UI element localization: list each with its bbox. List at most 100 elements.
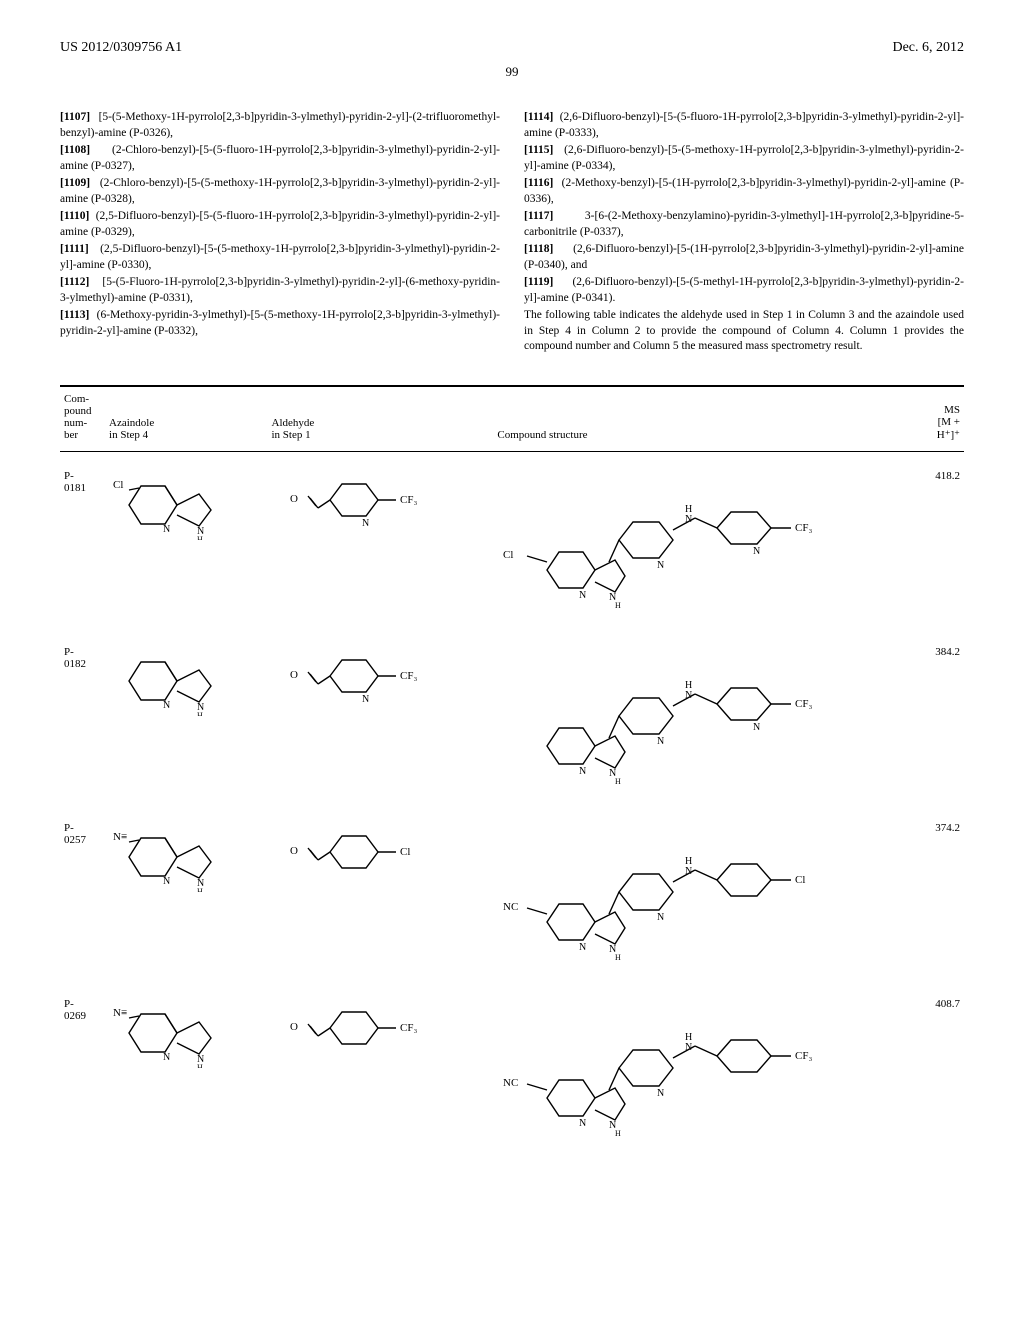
svg-text:CF₃: CF₃ [400,1022,417,1034]
svg-text:CF₃: CF₃ [400,494,417,506]
page-number: 99 [60,64,964,80]
pub-number: US 2012/0309756 A1 [60,40,182,56]
cell-compound-structure: N H N N H N N Cl CF₃ [493,451,922,628]
svg-text:N: N [657,736,664,747]
svg-text:N: N [753,722,760,733]
svg-text:CF₃: CF₃ [795,698,812,710]
paragraph-entry: [1111] (2,5-Difluoro-benzyl)-[5-(5-metho… [60,242,500,273]
paragraph-entry: [1115] (2,6-Difluoro-benzyl)-[5-(5-metho… [524,143,964,174]
paragraph-number: [1110] [60,210,96,222]
paragraph-number: [1115] [524,144,564,156]
svg-text:N≡: N≡ [113,831,127,843]
svg-text:Cl: Cl [113,479,123,491]
paragraph-number: [1109] [60,177,100,189]
th-ms: MS [M + H⁺]⁺ [922,387,964,452]
svg-text:H: H [197,711,203,716]
right-column: [1114] (2,6-Difluoro-benzyl)-[5-(5-fluor… [524,110,964,357]
cell-ms-value: 408.7 [922,980,964,1156]
svg-text:H: H [615,1129,621,1138]
th-aldehyde: Aldehyde in Step 1 [268,387,494,452]
paragraph-entry: [1107] [5-(5-Methoxy-1H-pyrrolo[2,3-b]py… [60,110,500,141]
paragraph-entry: [1116] (2-Methoxy-benzyl)-[5-(1H-pyrrolo… [524,176,964,207]
svg-text:N: N [579,1118,586,1129]
paragraph-number: [1114] [524,111,560,123]
svg-text:N: N [579,942,586,953]
svg-text:H: H [615,953,621,962]
paragraph-number: [1107] [60,111,99,123]
svg-text:CF₃: CF₃ [795,522,812,534]
svg-text:N: N [657,1088,664,1099]
paragraph-number: [1118] [524,243,573,255]
svg-text:H: H [615,601,621,610]
paragraph-entry: [1110] (2,5-Difluoro-benzyl)-[5-(5-fluor… [60,209,500,240]
cell-compound-number: P-0269 [60,980,105,1156]
cell-ms-value: 374.2 [922,804,964,980]
svg-text:CF₃: CF₃ [795,1050,812,1062]
cell-compound-structure: N H N N H N NC CF₃ [493,980,922,1156]
paragraph-number: [1108] [60,144,112,156]
paragraph-number: [1117] [524,210,585,222]
cell-ms-value: 384.2 [922,628,964,804]
th-azaindole: Azaindole in Step 4 [105,387,267,452]
pub-date: Dec. 6, 2012 [892,40,964,56]
cell-aldehyde-structure: O CF₃ N [268,451,494,628]
svg-text:N: N [163,1052,170,1063]
cell-compound-number: P-0257 [60,804,105,980]
paragraph-entry: [1119] (2,6-Difluoro-benzyl)-[5-(5-methy… [524,275,964,306]
cell-azaindole-structure: N N H [105,628,267,804]
paragraph-entry: [1112] [5-(5-Fluoro-1H-pyrrolo[2,3-b]pyr… [60,275,500,306]
svg-text:CF₃: CF₃ [400,670,417,682]
paragraph-entry: [1117] 3-[6-(2-Methoxy-benzylamino)-pyri… [524,209,964,240]
cell-aldehyde-structure: O Cl [268,804,494,980]
th-structure: Compound structure [493,387,922,452]
svg-text:N: N [685,690,692,701]
table-body: P-0181 N N H Cl O CF₃ N [60,451,964,1156]
table-row: P-0182 N N H O CF₃ N [60,628,964,804]
svg-text:N: N [685,514,692,525]
cell-aldehyde-structure: O CF₃ [268,980,494,1156]
text-columns: [1107] [5-(5-Methoxy-1H-pyrrolo[2,3-b]py… [60,110,964,357]
paragraph-entry: [1108] (2-Chloro-benzyl)-[5-(5-fluoro-1H… [60,143,500,174]
svg-text:N: N [163,876,170,887]
page-header: US 2012/0309756 A1 Dec. 6, 2012 [60,40,964,56]
paragraph-number: [1111] [60,243,100,255]
svg-text:N: N [685,866,692,877]
cell-compound-structure: N H N N H N NC Cl [493,804,922,980]
cell-ms-value: 418.2 [922,451,964,628]
svg-text:N≡: N≡ [113,1007,127,1019]
svg-text:O: O [290,669,298,681]
cell-compound-structure: N H N N H N N CF₃ [493,628,922,804]
cell-azaindole-structure: N N H Cl [105,451,267,628]
cell-azaindole-structure: N N H N≡ [105,804,267,980]
svg-text:N: N [579,590,586,601]
svg-text:N: N [163,524,170,535]
paragraph-entry: [1114] (2,6-Difluoro-benzyl)-[5-(5-fluor… [524,110,964,141]
left-column: [1107] [5-(5-Methoxy-1H-pyrrolo[2,3-b]py… [60,110,500,357]
paragraph-number: [1112] [60,276,102,288]
paragraph-number: [1113] [60,309,97,321]
table-row: P-0257 N N H N≡ O Cl [60,804,964,980]
svg-text:N: N [657,912,664,923]
svg-text:H: H [197,535,203,540]
paragraph-number: [1116] [524,177,562,189]
svg-text:N: N [362,518,369,529]
svg-text:NC: NC [503,901,518,913]
svg-text:N: N [753,546,760,557]
cell-aldehyde-structure: O CF₃ N [268,628,494,804]
svg-text:H: H [197,1063,203,1068]
th-compound-number: Com- pound num- ber [60,387,105,452]
svg-text:O: O [290,845,298,857]
compound-table: Com- pound num- ber Azaindole in Step 4 … [60,387,964,1156]
svg-text:N: N [657,560,664,571]
cell-compound-number: P-0182 [60,628,105,804]
svg-text:H: H [615,777,621,786]
paragraph-entry: [1118] (2,6-Difluoro-benzyl)-[5-(1H-pyrr… [524,242,964,273]
svg-text:O: O [290,1021,298,1033]
paragraph-number: [1119] [524,276,572,288]
table-intro-text: The following table indicates the aldehy… [524,308,964,355]
svg-text:N: N [685,1042,692,1053]
svg-text:N: N [579,766,586,777]
svg-text:Cl: Cl [503,549,513,561]
paragraph-entry: [1109] (2-Chloro-benzyl)-[5-(5-methoxy-1… [60,176,500,207]
table-row: P-0181 N N H Cl O CF₃ N [60,451,964,628]
